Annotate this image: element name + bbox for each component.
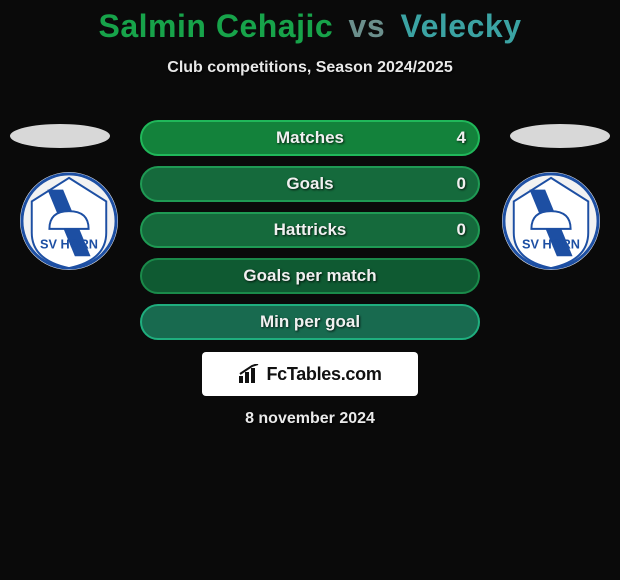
player1-club-badge: SV HORN: [20, 172, 118, 270]
club-badge-icon: SV HORN: [20, 172, 118, 270]
stat-right-value: 0: [457, 220, 466, 240]
page-title: Salmin Cehajic vs Velecky: [0, 0, 620, 45]
stat-row-goals-per-match: Goals per match: [140, 258, 480, 294]
stat-right-value: 0: [457, 174, 466, 194]
svg-text:SV HORN: SV HORN: [522, 236, 580, 251]
site-logo: FcTables.com: [202, 352, 418, 396]
bars-icon: [238, 364, 262, 384]
stat-label: Hattricks: [274, 220, 347, 240]
svg-text:SV HORN: SV HORN: [40, 236, 98, 251]
vs-label: vs: [349, 8, 386, 44]
player1-name: Salmin Cehajic: [99, 8, 334, 44]
stat-right-value: 4: [457, 128, 466, 148]
stat-row-hattricks: Hattricks 0: [140, 212, 480, 248]
stats-container: Matches 4 Goals 0 Hattricks 0 Goals per …: [140, 120, 480, 350]
player1-plate: [10, 124, 110, 148]
stat-row-goals: Goals 0: [140, 166, 480, 202]
stat-label: Matches: [276, 128, 344, 148]
stat-row-min-per-goal: Min per goal: [140, 304, 480, 340]
player2-club-badge: SV HORN: [502, 172, 600, 270]
stat-label: Goals: [286, 174, 333, 194]
date-label: 8 november 2024: [0, 410, 620, 428]
stat-label: Goals per match: [243, 266, 376, 286]
stat-label: Min per goal: [260, 312, 360, 332]
player2-name: Velecky: [401, 8, 522, 44]
site-logo-label: FcTables.com: [266, 364, 381, 385]
club-badge-icon: SV HORN: [502, 172, 600, 270]
subtitle: Club competitions, Season 2024/2025: [0, 59, 620, 77]
site-logo-text: FcTables.com: [238, 364, 381, 385]
player2-plate: [510, 124, 610, 148]
stat-row-matches: Matches 4: [140, 120, 480, 156]
